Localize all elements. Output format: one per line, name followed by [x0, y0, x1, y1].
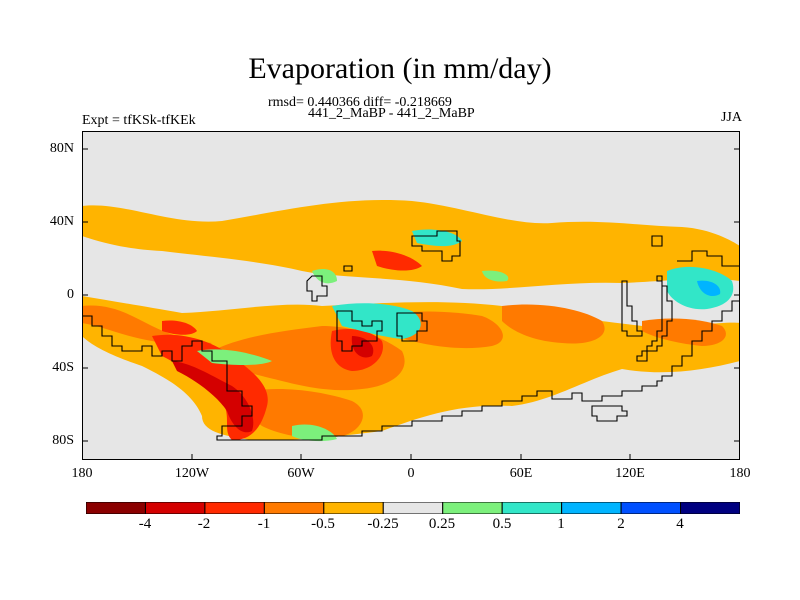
neg-band-north — [82, 200, 740, 290]
legend-swatch — [501, 502, 563, 514]
neg-blob-5 — [246, 389, 363, 438]
legend-label: -1 — [257, 516, 271, 532]
lon-label: 120E — [615, 466, 645, 481]
neg-red-3 — [162, 320, 197, 335]
pos-blue-1 — [697, 280, 721, 297]
legend-swatch — [86, 502, 146, 514]
color-legend — [86, 502, 740, 514]
lon-label: 0 — [407, 466, 415, 481]
pos-green-4 — [482, 270, 509, 282]
legend-swatch — [561, 502, 622, 514]
coastlines — [82, 230, 740, 441]
neg-darkred-1 — [172, 361, 254, 433]
lat-label: 80S — [52, 433, 74, 448]
legend-swatch — [263, 502, 325, 514]
legend-label: 0.25 — [428, 516, 456, 532]
legend-swatch — [144, 502, 206, 514]
map-frame — [82, 131, 740, 460]
neg-blob-4 — [502, 304, 605, 344]
lat-label: 40S — [52, 360, 74, 375]
legend-swatch — [442, 502, 503, 514]
legend-label: -2 — [197, 516, 211, 532]
lat-label: 40N — [49, 214, 74, 229]
lat-label: 80N — [49, 141, 74, 156]
lat-label: 0 — [67, 287, 74, 302]
legend-swatch — [323, 502, 384, 514]
legend-label: -0.25 — [367, 516, 399, 532]
lon-label: 120W — [174, 466, 210, 481]
lon-label: 60E — [509, 466, 533, 481]
legend-label: 2 — [617, 516, 625, 532]
legend-label: -0.5 — [311, 516, 335, 532]
stats-line: rmsd= 0.440366 diff= -0.218669 — [268, 95, 452, 110]
legend-label: 1 — [557, 516, 565, 532]
season-label: JJA — [720, 110, 742, 125]
lon-label: 180 — [71, 466, 93, 481]
legend-swatch — [382, 502, 444, 514]
legend-label: -4 — [138, 516, 152, 532]
pos-green-3 — [312, 269, 337, 284]
pos-cyan-2 — [412, 229, 462, 247]
legend-label: 0.5 — [492, 516, 512, 532]
evaporation-map — [82, 131, 740, 460]
neg-blob-6 — [642, 318, 726, 346]
legend-swatch — [680, 502, 740, 514]
legend-swatch — [620, 502, 682, 514]
pos-green-2 — [292, 424, 337, 442]
chart-title: Evaporation (in mm/day) — [248, 52, 552, 85]
legend-swatch — [204, 502, 265, 514]
lon-label: 180 — [729, 466, 751, 481]
neg-red-4 — [372, 250, 422, 271]
legend-label: 4 — [676, 516, 684, 532]
lon-label: 60W — [287, 466, 315, 481]
runs-line: 441_2_MaBP - 441_2_MaBP — [308, 106, 475, 121]
experiment-label: Expt = tfKSk-tfKEk — [82, 113, 196, 128]
